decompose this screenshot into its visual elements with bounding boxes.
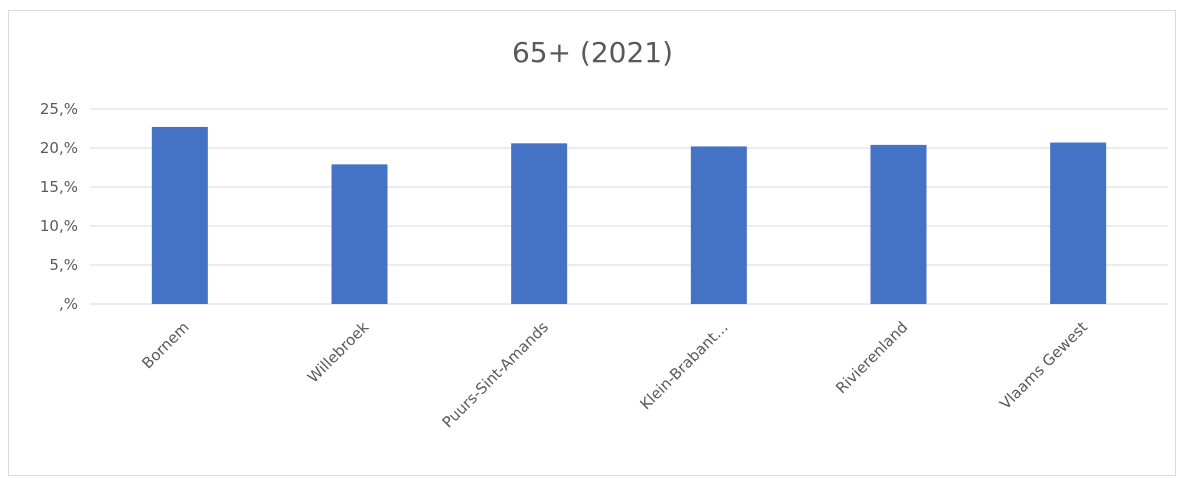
x-category-label: Rivierenland (832, 318, 911, 397)
x-category-label: Vlaams Gewest (996, 318, 1091, 413)
x-category-label: Puurs-Sint-Amands (439, 318, 552, 431)
bar (511, 143, 568, 304)
gridlines (90, 108, 1168, 305)
bar (690, 146, 747, 304)
chart-title: 65+ (2021) (511, 36, 674, 69)
y-tick-label: 15,% (40, 178, 78, 196)
bars (151, 126, 1107, 304)
bar (151, 126, 208, 304)
y-tick-label: 25,% (40, 100, 78, 118)
y-tick-label: ,% (59, 295, 78, 313)
bar (331, 164, 388, 304)
y-axis-tick-labels: ,% 5,% 10,% 15,% 20,% 25,% (40, 100, 78, 313)
bar (870, 144, 927, 304)
bar (1050, 142, 1107, 304)
y-tick-label: 20,% (40, 139, 78, 157)
x-category-label: Bornem (138, 318, 192, 372)
x-category-label: Klein-Brabant… (637, 318, 732, 413)
x-axis-category-labels: Bornem Willebroek Puurs-Sint-Amands Klein-B… (138, 318, 1091, 432)
x-category-label: Willebroek (304, 318, 373, 387)
y-tick-label: 5,% (49, 256, 78, 274)
y-tick-label: 10,% (40, 217, 78, 235)
